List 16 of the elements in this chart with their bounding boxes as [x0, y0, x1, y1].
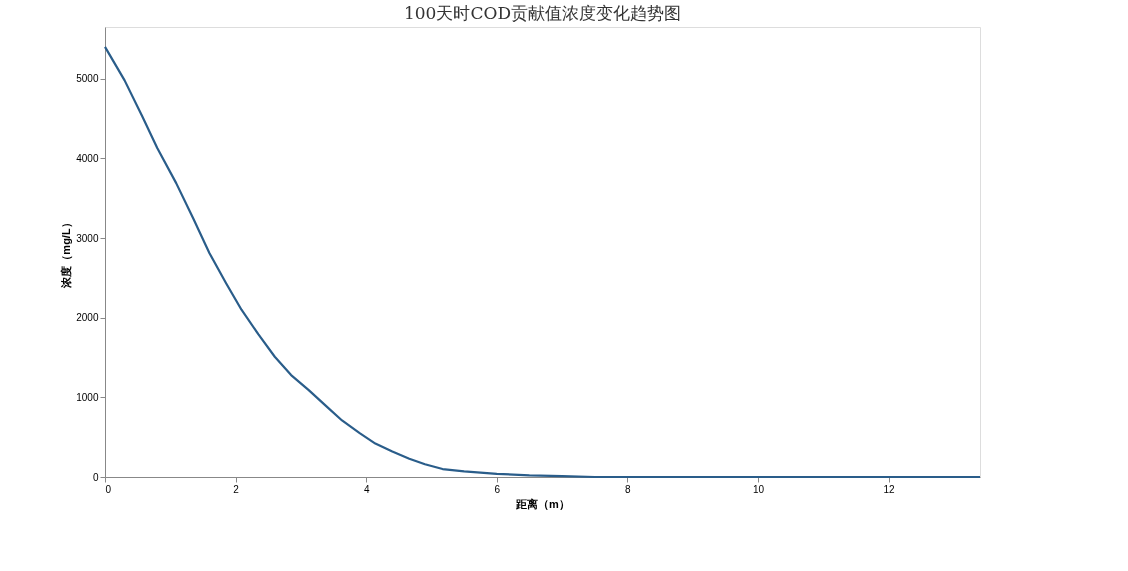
y-tick-label: 5000	[76, 73, 99, 85]
y-tick-label: 3000	[76, 232, 99, 244]
y-axis-title: 浓度（mg/L）	[60, 217, 74, 289]
y-tick-label: 2000	[76, 312, 99, 324]
x-tick-label: 8	[625, 483, 632, 495]
x-tick-label: 0	[105, 483, 112, 495]
y-tick-label: 1000	[76, 391, 99, 403]
x-tick-label: 12	[883, 483, 896, 495]
x-tick-label: 4	[363, 483, 370, 495]
x-axis-title: 距离（m）	[515, 497, 570, 511]
chart-title: 100天时COD贡献值浓度变化趋势图	[403, 3, 682, 23]
x-tick-label: 10	[752, 483, 765, 495]
y-tick-label: 0	[92, 471, 99, 483]
x-tick-label: 2	[233, 483, 240, 495]
x-tick-label: 6	[494, 483, 501, 495]
y-tick-label: 4000	[76, 152, 99, 164]
